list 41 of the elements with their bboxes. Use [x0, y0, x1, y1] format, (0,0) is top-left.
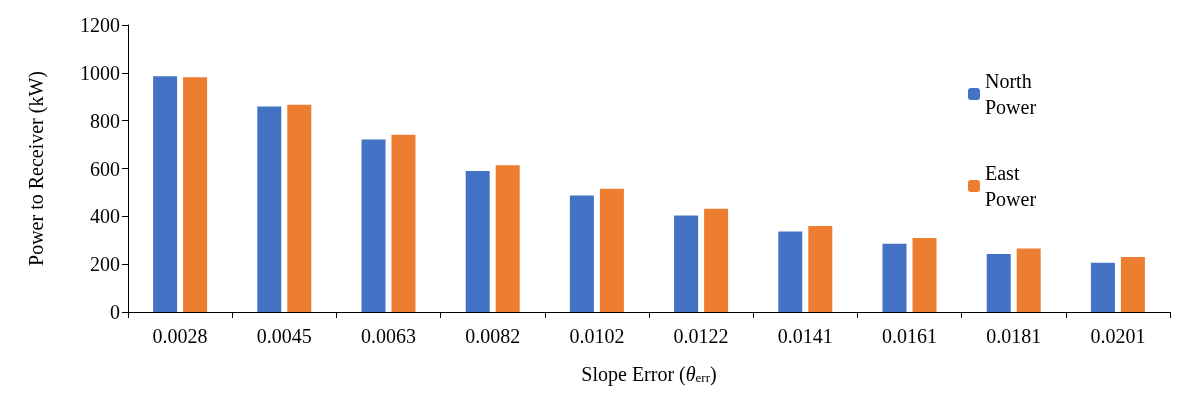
- y-tick-label: 1200: [80, 14, 120, 36]
- bar: [465, 170, 490, 312]
- bar: [391, 134, 416, 312]
- bar: [495, 165, 520, 312]
- bar: [599, 188, 624, 312]
- bar: [1090, 262, 1115, 312]
- y-tick-label: 800: [90, 109, 120, 132]
- legend-label: East Power: [985, 162, 1037, 210]
- bar: [912, 238, 937, 312]
- bar: [1120, 256, 1145, 312]
- x-axis-title: Slope Error (θerr): [581, 363, 717, 386]
- y-tick-label: 1000: [80, 61, 120, 84]
- legend-label: North Power: [985, 70, 1037, 118]
- x-tick-label: 0.0102: [569, 325, 625, 347]
- x-tick-label: 0.0063: [361, 325, 416, 347]
- x-tick-label: 0.0122: [673, 325, 729, 347]
- bar: [1016, 248, 1041, 312]
- bar: [361, 139, 386, 312]
- bar: [808, 225, 833, 312]
- bar: [287, 104, 312, 312]
- x-tick-label: 0.0141: [777, 325, 833, 347]
- y-tick-label: 200: [90, 253, 120, 276]
- bar: [153, 76, 178, 312]
- bar: [882, 243, 907, 312]
- x-tick-label: 0.0028: [152, 325, 208, 347]
- bar: [778, 231, 803, 312]
- x-tick-label: 0.0201: [1090, 325, 1146, 347]
- bar: [704, 208, 729, 312]
- bar: [183, 77, 208, 312]
- bar: [986, 254, 1011, 312]
- x-tick-label: 0.0161: [882, 325, 937, 347]
- y-tick-label: 400: [90, 205, 120, 228]
- x-tick-label: 0.0045: [256, 325, 312, 347]
- y-tick-label: 600: [90, 157, 120, 180]
- bar: [674, 215, 699, 312]
- bar: [257, 106, 282, 312]
- bar: [569, 195, 594, 312]
- y-tick-label: 0: [110, 301, 120, 323]
- x-tick-label: 0.0082: [465, 325, 521, 347]
- y-axis-title: Power to Receiver (kW): [25, 71, 48, 266]
- x-tick-label: 0.0181: [986, 325, 1042, 347]
